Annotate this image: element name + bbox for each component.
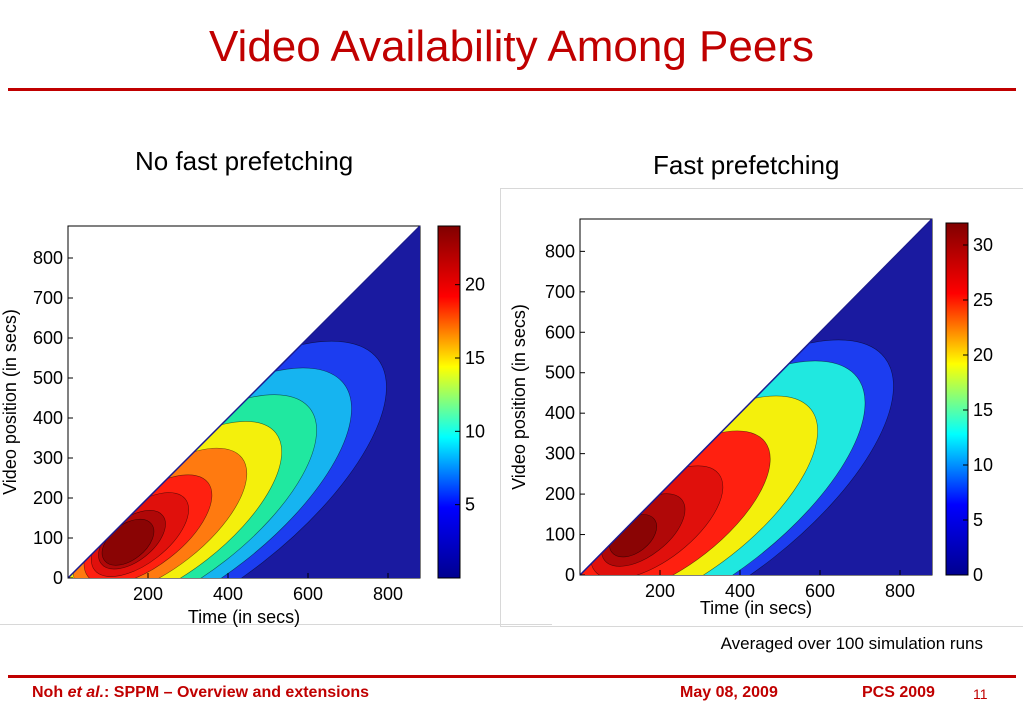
page-number: 11 <box>973 686 988 702</box>
x-tick-label: 800 <box>885 581 915 601</box>
y-tick-label: 600 <box>545 322 575 342</box>
chart-title-left: No fast prefetching <box>135 146 354 176</box>
y-tick-label: 0 <box>565 565 575 585</box>
x-tick-label: 200 <box>133 584 163 604</box>
x-tick-label: 200 <box>645 581 675 601</box>
colorbar-tick-label: 20 <box>465 275 485 295</box>
x-tick-label: 400 <box>213 584 243 604</box>
x-tick-label: 600 <box>293 584 323 604</box>
y-tick-label: 700 <box>33 288 63 308</box>
panel-divider <box>0 624 552 625</box>
diagonal-edge <box>67 225 421 579</box>
x-tick-label: 600 <box>805 581 835 601</box>
colorbar-tick-label: 5 <box>465 495 475 515</box>
footer-divider <box>8 675 1016 678</box>
y-tick-label: 300 <box>545 444 575 464</box>
footer-date: May 08, 2009 <box>680 684 778 701</box>
y-tick-label: 500 <box>33 368 63 388</box>
colorbar <box>945 222 969 576</box>
colorbar-tick-label: 25 <box>973 290 993 310</box>
slide-title: Video Availability Among Peers <box>209 22 814 71</box>
contour-chart-no-prefetch: 200 400 600 800 0 100 200 300 400 500 600 700 800 Tim… <box>0 225 485 627</box>
x-tick-label: 400 <box>725 581 755 601</box>
y-tick-label: 200 <box>545 484 575 504</box>
colorbar-tick-label: 30 <box>973 235 993 255</box>
x-axis-label: Time (in secs) <box>188 607 300 627</box>
simulation-note: Averaged over 100 simulation runs <box>720 634 983 653</box>
y-tick-label: 400 <box>33 408 63 428</box>
x-axis-label: Time (in secs) <box>700 598 812 618</box>
footer-venue: PCS 2009 <box>862 684 935 701</box>
colorbar-tick-label: 5 <box>973 510 983 530</box>
colorbar-tick-label: 10 <box>973 455 993 475</box>
colorbar-tick-label: 10 <box>465 421 485 441</box>
y-tick-label: 100 <box>545 525 575 545</box>
x-tick-label: 800 <box>373 584 403 604</box>
contour-chart-fast-prefetch: 200 400 600 8000100200300400500600700800Tim… <box>509 218 993 618</box>
diagonal-edge <box>579 218 933 576</box>
footer-author: Noh <box>32 684 64 701</box>
y-tick-label: 800 <box>545 241 575 261</box>
footer-etal: et al. <box>67 684 105 701</box>
panel-frame <box>500 188 1023 627</box>
title-divider <box>8 88 1016 91</box>
colorbar <box>437 225 461 579</box>
footer-talk-title: : SPPM – Overview and extensions <box>104 684 370 701</box>
y-axis-label: Video position (in secs) <box>509 304 529 490</box>
footer-citation: Noh et al.: SPPM – Overview and extensio… <box>32 684 369 702</box>
y-tick-label: 500 <box>545 363 575 383</box>
y-tick-label: 600 <box>33 328 63 348</box>
y-tick-label: 300 <box>33 448 63 468</box>
y-tick-label: 700 <box>545 282 575 302</box>
colorbar-tick-label: 20 <box>973 345 993 365</box>
y-tick-label: 800 <box>33 248 63 268</box>
y-tick-label: 0 <box>53 568 63 588</box>
y-axis-label: Video position (in secs) <box>0 309 20 495</box>
colorbar-tick-label: 15 <box>465 348 485 368</box>
y-tick-label: 400 <box>545 403 575 423</box>
y-tick-label: 200 <box>33 488 63 508</box>
chart-title-right: Fast prefetching <box>653 150 840 180</box>
colorbar-tick-label: 15 <box>973 400 993 420</box>
y-tick-label: 100 <box>33 528 63 548</box>
colorbar-tick-label: 0 <box>973 565 983 585</box>
